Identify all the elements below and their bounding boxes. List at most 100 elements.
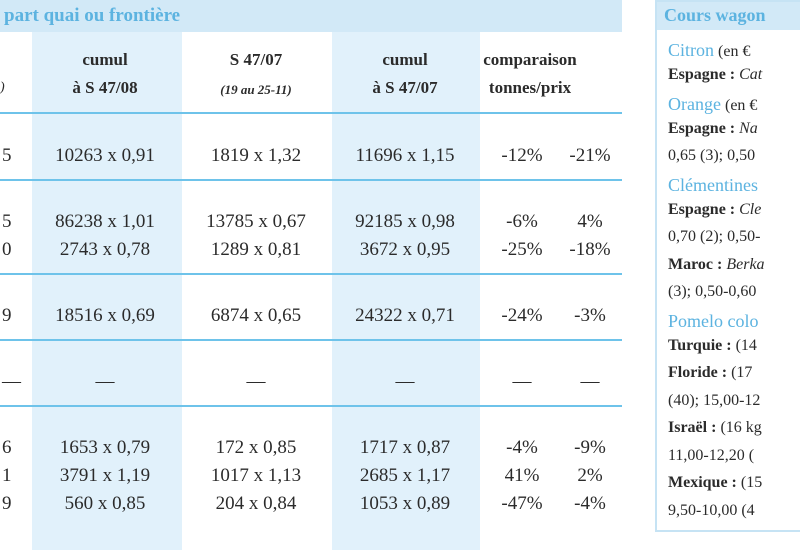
table-cell: 6 — [2, 437, 12, 458]
table-cell: 11696 x 1,15 — [355, 145, 455, 166]
table-cell: 2685 x 1,17 — [359, 465, 451, 486]
table-cell: 5 — [2, 211, 12, 232]
sidebar-line: Citron (en € — [668, 40, 750, 61]
rule — [0, 112, 622, 114]
table-cell: — — [512, 371, 532, 392]
sidebar-line: Israël : (16 kg — [668, 419, 762, 437]
table-cell: 18516 x 0,69 — [55, 305, 155, 326]
rule — [0, 339, 622, 341]
sidebar-text: (40); 15,00-12 — [668, 391, 761, 409]
sidebar-label: Espagne : — [668, 66, 736, 83]
table-cell: -25% — [501, 239, 543, 260]
table-cell: 24322 x 0,71 — [355, 305, 455, 326]
table-cell: 2743 x 0,78 — [59, 239, 151, 260]
rule — [0, 179, 622, 181]
table-cell: — — [2, 371, 21, 392]
sidebar-unit: (en € — [718, 43, 751, 60]
table-cell: 1653 x 0,79 — [59, 437, 151, 458]
sidebar-text: 11,00-12,20 ( — [668, 446, 755, 464]
table-cell: -9% — [574, 437, 606, 458]
table-cell: -24% — [501, 305, 543, 326]
sidebar-label: Israël : — [668, 419, 717, 436]
rule — [0, 405, 622, 407]
header-cell: cumul — [382, 50, 428, 69]
table-title: part quai ou frontière — [4, 5, 181, 26]
sidebar-line: Espagne : Cat — [668, 66, 762, 84]
sidebar-line: Turquie : (14 — [668, 337, 757, 355]
table-cell: 5 — [2, 145, 12, 166]
sidebar-text: (16 kg — [720, 419, 762, 436]
table-cell: 1053 x 0,89 — [359, 493, 451, 514]
table-cell: 1017 x 1,13 — [210, 465, 302, 486]
table-cell: 86238 x 1,01 — [55, 211, 155, 232]
table-cell: 1289 x 0,81 — [210, 239, 302, 260]
table-cell: 92185 x 0,98 — [355, 211, 455, 232]
sidebar-text: 9,50-10,00 (4 — [668, 501, 755, 519]
sidebar-label: Espagne : — [668, 200, 736, 218]
sidebar-label: Floride : — [668, 364, 728, 381]
table-cell: — — [580, 371, 600, 392]
sidebar-line: Mexique : (15 — [668, 474, 762, 492]
table-cell: 4% — [577, 211, 603, 232]
sidebar-text: (15 — [740, 474, 763, 491]
sidebar-line: 9,50-10,00 (4 — [668, 502, 755, 520]
table-cell: 560 x 0,85 — [64, 493, 146, 514]
sidebar-frame — [655, 0, 800, 532]
sidebar-text: 0,70 (2); 0,50- — [668, 228, 761, 245]
sidebar-label: Turquie : — [668, 336, 732, 354]
sidebar-text: 0,65 (3); 0,50 — [668, 147, 756, 164]
table-cell: 13785 x 0,67 — [206, 211, 306, 232]
table-cell: 2% — [577, 465, 603, 486]
sidebar-line: Clémentines — [668, 175, 758, 196]
sidebar-label: Mexique : — [668, 474, 737, 491]
header-cell: tonnes/prix — [488, 78, 572, 97]
table-cell: 0 — [2, 239, 12, 260]
sidebar-line: Espagne : Cle — [668, 201, 761, 219]
sidebar-header — [657, 2, 800, 30]
header-cell: à S 47/07 — [372, 78, 438, 97]
sidebar-line: Espagne : Na — [668, 120, 758, 138]
table-cell: 1819 x 1,32 — [210, 145, 302, 166]
table-cell: -4% — [574, 493, 606, 514]
table-cell: -47% — [501, 493, 543, 514]
table-cell: -3% — [574, 305, 606, 326]
sidebar-label: Espagne : — [668, 119, 736, 137]
sidebar-line: Orange (en € — [668, 94, 757, 115]
sidebar-variety: Na — [739, 119, 758, 137]
sidebar-unit: (en € — [724, 96, 758, 114]
table-cell: -4% — [506, 437, 538, 458]
sidebar-heading: Citron — [668, 40, 715, 60]
sidebar-title: Cours wagon — [664, 5, 766, 25]
table-cell: -6% — [506, 211, 538, 232]
table-cell: 1 — [2, 465, 12, 486]
table-cell: -21% — [569, 145, 611, 166]
sidebar-heading: Orange — [668, 93, 721, 114]
column-band — [332, 32, 480, 550]
table-cell: -18% — [569, 239, 611, 260]
rule — [0, 273, 622, 275]
header-cell: cumul — [82, 50, 128, 69]
table-cell: 9 — [2, 493, 12, 514]
column-band — [32, 32, 182, 550]
sidebar-line: 0,70 (2); 0,50- — [668, 228, 760, 246]
header-cell: ) — [0, 80, 5, 95]
table-cell: — — [395, 371, 415, 392]
header-cell: comparaison — [483, 50, 577, 69]
sidebar-variety: Cle — [739, 200, 762, 218]
sidebar-text: (14 — [735, 336, 757, 354]
sidebar-line: Floride : (17 — [668, 364, 752, 382]
header-cell: à S 47/08 — [72, 78, 138, 97]
header-bar — [0, 0, 622, 32]
sidebar-text: (3); 0,50-0,60 — [668, 283, 757, 300]
header-cell: S 47/07 — [229, 50, 283, 69]
sidebar-line: Pomelo colo — [668, 311, 759, 332]
table-cell: — — [95, 371, 115, 392]
sidebar-heading: Pomelo colo — [668, 310, 759, 331]
sidebar-text: (17 — [731, 364, 753, 381]
sidebar-line: (40); 15,00-12 — [668, 392, 760, 410]
table-cell: 204 x 0,84 — [215, 493, 297, 514]
table-cell: 1717 x 0,87 — [359, 437, 451, 458]
sidebar-line: 11,00-12,20 ( — [668, 447, 754, 465]
table-cell: -12% — [501, 145, 543, 166]
